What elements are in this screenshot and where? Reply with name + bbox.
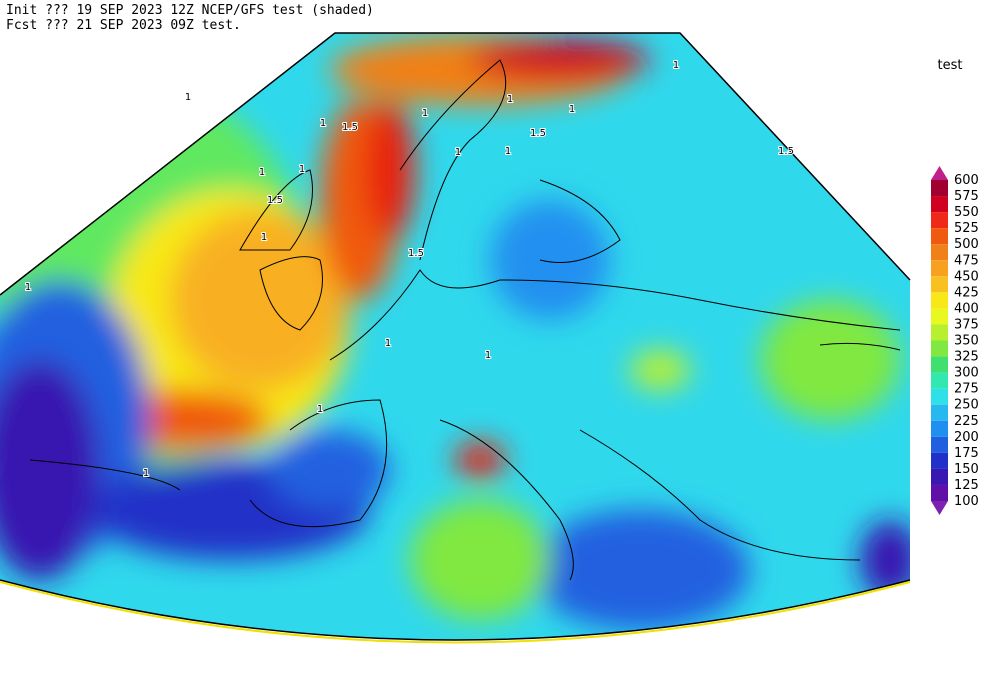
colorbar-label: 425 xyxy=(954,285,979,300)
colorbar-label: 475 xyxy=(954,253,979,268)
contour-label: 1 xyxy=(320,118,326,129)
colorbar-label: 400 xyxy=(954,301,979,316)
contour-label: 1.5 xyxy=(530,128,546,139)
colorbar-box xyxy=(931,324,948,341)
contour-label: 1 xyxy=(317,404,323,415)
colorbar-box xyxy=(931,180,948,197)
colorbar-box xyxy=(931,276,948,293)
contour-label: 1.5 xyxy=(267,195,283,206)
colorbar: 6005755505255004754504254003753503253002… xyxy=(931,166,979,515)
colorbar-box xyxy=(931,340,948,357)
contour-label: 1.5 xyxy=(778,146,794,157)
colorbar-box xyxy=(931,260,948,277)
colorbar-box xyxy=(931,436,948,453)
colorbar-box xyxy=(931,484,948,501)
colorbar-label: 450 xyxy=(954,269,979,284)
colorbar-label: 275 xyxy=(954,382,979,397)
coastlines xyxy=(29,59,901,581)
colorbar-box xyxy=(931,356,948,373)
colorbar-label: 200 xyxy=(954,430,979,445)
contour-label: 1 xyxy=(261,232,267,243)
contour-label: 1 xyxy=(422,108,428,119)
colorbar-box xyxy=(931,196,948,213)
colorbar-label: 300 xyxy=(954,366,979,381)
contour-label: 1 xyxy=(299,164,305,175)
colorbar-triangle xyxy=(931,166,948,180)
colorbar-label: 350 xyxy=(954,334,979,349)
colorbar-label: 375 xyxy=(954,317,979,332)
colorbar-box xyxy=(931,292,948,309)
colorbar-label: 100 xyxy=(954,494,979,509)
colorbar-label: 125 xyxy=(954,478,979,493)
header-line: Fcst ??? 21 SEP 2023 09Z test. xyxy=(6,18,241,33)
colorbar-box xyxy=(931,468,948,485)
colorbar-box xyxy=(931,388,948,405)
contour-label: 1 xyxy=(505,146,511,157)
contour-label: 1 xyxy=(485,350,491,361)
colorbar-label: 175 xyxy=(954,446,979,461)
colorbar-label: 250 xyxy=(954,398,979,413)
map-field xyxy=(0,33,910,640)
contour-label: 1 xyxy=(673,60,679,71)
colorbar-triangle xyxy=(931,501,948,515)
contour-label: 1.5 xyxy=(408,248,424,259)
colorbar-box xyxy=(931,404,948,421)
colorbar-box xyxy=(931,228,948,245)
colorbar-box xyxy=(931,372,948,389)
contour-label: 1 xyxy=(185,92,191,103)
colorbar-box xyxy=(931,308,948,325)
colorbar-box xyxy=(931,420,948,437)
colorbar-box xyxy=(931,452,948,469)
header-line: Init ??? 19 SEP 2023 12Z NCEP/GFS test (… xyxy=(6,3,374,18)
colorbar-label: 225 xyxy=(954,414,979,429)
contour-label: 1 xyxy=(259,167,265,178)
contour-label: 1 xyxy=(569,104,575,115)
colorbar-box xyxy=(931,244,948,261)
contour-label: 1 xyxy=(25,282,31,293)
colorbar-label: 600 xyxy=(954,173,979,188)
colorbar-label: 525 xyxy=(954,221,979,236)
contour-label: 1.5 xyxy=(342,122,358,133)
colorbar-label: 500 xyxy=(954,237,979,252)
colorbar-box xyxy=(931,212,948,229)
contour-labels: 1 1 1 1.5 1 1 1.5 1 1 1 1.5 1 1 1.5 1 1 1 1 1 1 1.5 xyxy=(24,59,795,480)
colorbar-label: 550 xyxy=(954,205,979,220)
colorbar-label: 150 xyxy=(954,462,979,477)
contour-label: 1 xyxy=(385,338,391,349)
legend-title: test xyxy=(938,58,963,73)
colorbar-label: 325 xyxy=(954,350,979,365)
colorbar-label: 575 xyxy=(954,189,979,204)
contour-label: 1 xyxy=(507,94,513,105)
contour-label: 1 xyxy=(455,147,461,158)
contour-label: 1 xyxy=(143,468,149,479)
